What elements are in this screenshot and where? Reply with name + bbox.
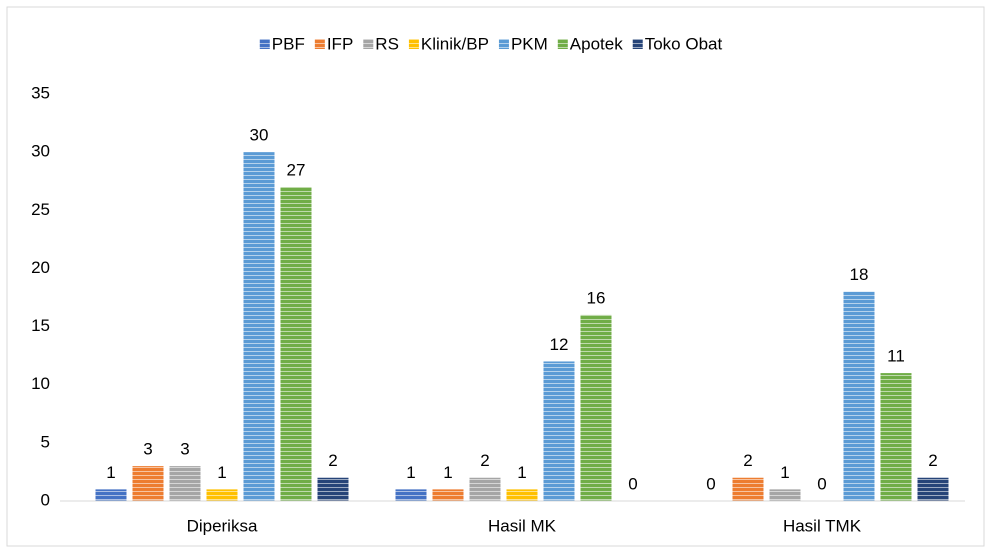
legend-label: Klinik/BP <box>421 34 489 53</box>
legend: PBF IFP RS Klinik/BP PKM Apotek Toko Obat <box>259 34 723 53</box>
value-label: 1 <box>780 463 789 482</box>
bar <box>280 187 312 501</box>
bar <box>432 489 464 501</box>
legend-swatch <box>408 39 419 49</box>
value-label: 1 <box>217 463 226 482</box>
bar <box>469 477 501 501</box>
legend-swatch <box>363 39 374 49</box>
bar <box>769 489 801 501</box>
value-label: 3 <box>143 440 152 459</box>
y-tick-label: 20 <box>31 258 50 277</box>
legend-label: PBF <box>272 34 305 53</box>
legend-swatch <box>557 39 568 49</box>
bar <box>880 373 912 501</box>
legend-label: RS <box>375 34 399 53</box>
legend-label: PKM <box>511 34 548 53</box>
bar <box>732 477 764 501</box>
y-tick-label: 35 <box>31 83 50 102</box>
y-tick-label: 5 <box>41 432 50 451</box>
bar <box>843 291 875 501</box>
value-label: 3 <box>180 440 189 459</box>
value-label: 12 <box>550 335 569 354</box>
value-label: 18 <box>850 265 869 284</box>
bar <box>206 489 238 501</box>
chart-border <box>6 6 985 547</box>
value-label: 1 <box>406 463 415 482</box>
value-label: 11 <box>887 347 905 366</box>
value-label: 0 <box>628 474 637 493</box>
y-tick-label: 25 <box>31 200 50 219</box>
value-label: 0 <box>706 474 715 493</box>
value-label: 1 <box>443 463 452 482</box>
value-label: 1 <box>106 463 115 482</box>
bar <box>132 466 164 501</box>
legend-label: IFP <box>327 34 353 53</box>
bar <box>395 489 427 501</box>
bar <box>169 466 201 501</box>
bar <box>543 361 575 501</box>
value-label: 2 <box>328 451 337 470</box>
bar <box>317 477 349 501</box>
value-label: 2 <box>928 451 937 470</box>
bar <box>506 489 538 501</box>
legend-swatch <box>632 39 643 49</box>
bar <box>95 489 127 501</box>
y-tick-label: 0 <box>41 490 50 509</box>
value-label: 16 <box>587 288 606 307</box>
y-tick-label: 15 <box>31 316 50 335</box>
value-label: 30 <box>250 126 269 145</box>
value-label: 2 <box>743 451 752 470</box>
y-tick-label: 30 <box>31 142 50 161</box>
x-tick-label: Hasil TMK <box>783 516 862 535</box>
x-tick-label: Hasil MK <box>488 516 557 535</box>
bar <box>580 314 612 501</box>
bar <box>917 477 949 501</box>
legend-swatch <box>498 39 509 49</box>
value-label: 2 <box>480 451 489 470</box>
x-tick-label: Diperiksa <box>187 516 258 535</box>
legend-label: Toko Obat <box>645 34 723 53</box>
bar <box>243 152 275 501</box>
value-label: 0 <box>817 474 826 493</box>
y-tick-label: 10 <box>31 374 50 393</box>
value-label: 27 <box>287 161 306 180</box>
legend-swatch <box>259 39 270 49</box>
legend-label: Apotek <box>570 34 623 53</box>
value-label: 1 <box>517 463 526 482</box>
legend-swatch <box>314 39 325 49</box>
